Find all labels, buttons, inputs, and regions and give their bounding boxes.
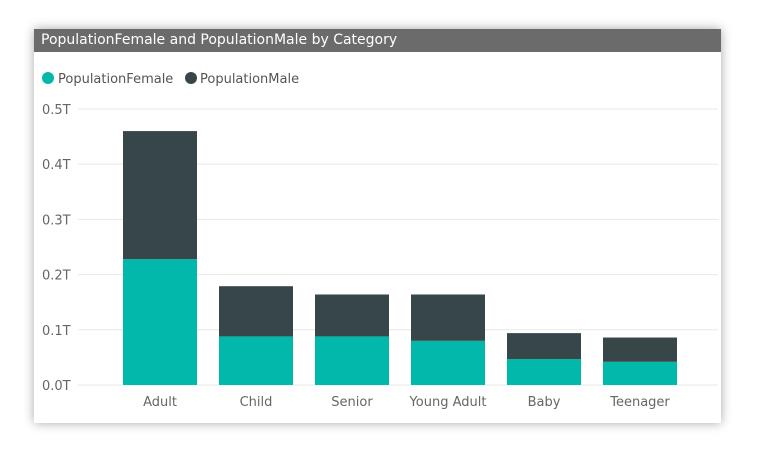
y-tick-label: 0.1T [42,324,71,339]
y-tick-label: 0.5T [42,103,71,118]
x-tick-label: Adult [143,395,177,410]
legend-label-male[interactable]: PopulationMale [200,72,299,87]
y-tick-label: 0.2T [42,269,71,284]
bar-female[interactable] [603,361,677,385]
chart-title: PopulationFemale and PopulationMale by C… [41,32,398,48]
x-axis: Adult Child Senior Young Adult Baby Teenager [143,395,670,410]
bars [123,131,677,385]
x-tick-label: Baby [528,395,561,410]
bar-female[interactable] [123,259,197,385]
x-tick-label: Child [240,395,273,410]
legend-label-female[interactable]: PopulationFemale [58,72,173,87]
x-tick-label: Young Adult [409,395,487,410]
legend: PopulationFemale PopulationMale [42,72,299,87]
x-tick-label: Teenager [609,395,670,410]
legend-marker-male[interactable] [185,72,197,84]
y-tick-label: 0.3T [42,213,71,228]
bar-female[interactable] [507,359,581,385]
y-axis: 0.0T 0.1T 0.2T 0.3T 0.4T 0.5T [42,103,71,394]
y-tick-label: 0.4T [42,158,71,173]
chart-visual: PopulationFemale and PopulationMale by C… [34,29,721,423]
bar-male[interactable] [411,294,485,341]
chart-plot: 0.0T 0.1T 0.2T 0.3T 0.4T 0.5T Adult Child Senio… [42,72,718,410]
bar-female[interactable] [315,336,389,385]
bar-male[interactable] [315,294,389,337]
bar-female[interactable] [219,336,293,385]
y-tick-label: 0.0T [42,379,71,394]
bar-female[interactable] [411,340,485,385]
bar-male[interactable] [123,131,197,260]
bar-male[interactable] [603,337,677,362]
x-tick-label: Senior [331,395,373,410]
legend-marker-female[interactable] [42,72,54,84]
bar-male[interactable] [219,286,293,337]
bar-male[interactable] [507,333,581,360]
title-bar: PopulationFemale and PopulationMale by C… [34,29,721,52]
